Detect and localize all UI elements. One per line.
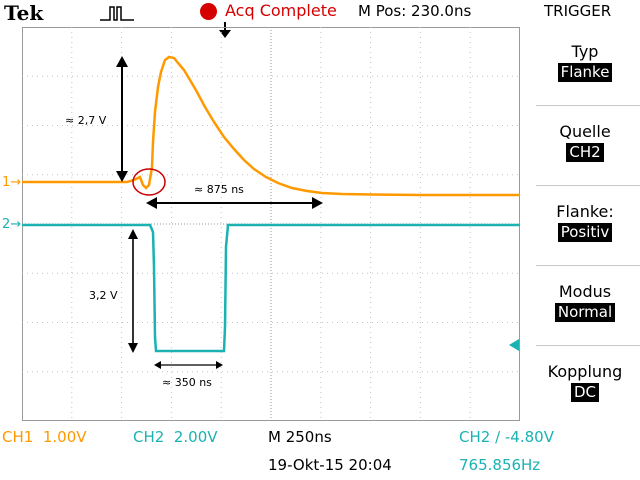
datetime-readout: 19-Okt-15 20:04 <box>268 456 392 474</box>
timebase-readout[interactable]: M 250ns <box>268 428 332 446</box>
status-bar: Tek Acq Complete M Pos: 230.0ns TRIGGER <box>0 0 640 38</box>
waveform-display[interactable]: ≈ 2,7 V ≈ 875 ns 3,2 V ≈ 350 ns <box>22 27 520 421</box>
readout-bar: CH1 1.00V CH2 2.00V M 250ns CH2 ∕ -4.80V… <box>0 424 640 480</box>
menu-divider <box>536 265 640 266</box>
menu-item-value: Normal <box>554 303 616 322</box>
menu-item-label: Flanke: <box>556 202 614 221</box>
ch2-ground-marker[interactable]: 2→ <box>2 217 22 232</box>
ch2-pulse-width-annotation: ≈ 350 ns <box>162 376 212 389</box>
ch2-readout[interactable]: CH2 2.00V <box>133 428 218 446</box>
ch2-waveform <box>22 223 520 353</box>
menu-item-label: Kopplung <box>547 362 623 381</box>
brand-logo: Tek <box>4 1 44 25</box>
trigger-highlight-circle <box>132 168 166 196</box>
pulse-trigger-icon <box>100 6 134 21</box>
menu-item-label: Modus <box>558 282 612 301</box>
trigger-level-arrow-icon[interactable] <box>508 339 520 351</box>
ch1-amplitude-annotation: ≈ 2,7 V <box>65 114 107 127</box>
menu-title: TRIGGER <box>544 2 612 20</box>
menu-item-modus[interactable]: Modus Normal <box>530 283 640 322</box>
menu-divider <box>536 105 640 106</box>
frequency-readout: 765.856Hz <box>459 456 541 474</box>
horizontal-position: M Pos: 230.0ns <box>358 2 472 20</box>
menu-item-label: Typ <box>571 42 599 61</box>
menu-item-value: Flanke <box>557 63 613 82</box>
menu-item-typ[interactable]: Typ Flanke <box>530 43 640 82</box>
menu-item-label: Quelle <box>559 122 611 141</box>
ch2-amplitude-annotation: 3,2 V <box>89 289 118 302</box>
trigger-readout[interactable]: CH2 ∕ -4.80V <box>459 428 554 446</box>
annotation-arrows <box>116 56 323 369</box>
acquisition-status-dot <box>200 3 217 20</box>
ch1-waveform <box>22 55 520 197</box>
menu-item-value: CH2 <box>566 143 604 162</box>
menu-item-quelle[interactable]: Quelle CH2 <box>530 123 640 162</box>
menu-item-flanke[interactable]: Flanke: Positiv <box>530 203 640 242</box>
menu-divider <box>536 345 640 346</box>
menu-item-value: Positiv <box>557 223 613 242</box>
menu-item-value: DC <box>570 383 600 402</box>
ch1-readout[interactable]: CH1 1.00V <box>2 428 87 446</box>
trigger-menu: Typ Flanke Quelle CH2 Flanke: Positiv Mo… <box>530 27 640 421</box>
menu-item-kopplung[interactable]: Kopplung DC <box>530 363 640 402</box>
menu-divider <box>536 185 640 186</box>
acquisition-status: Acq Complete <box>225 1 337 20</box>
ch1-decay-annotation: ≈ 875 ns <box>194 183 244 196</box>
ch1-ground-marker[interactable]: 1→ <box>2 175 22 190</box>
